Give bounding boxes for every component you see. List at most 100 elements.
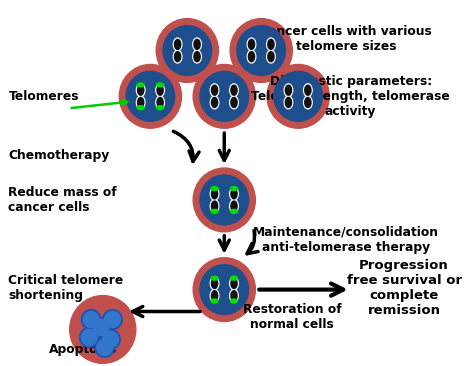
Circle shape (103, 310, 122, 329)
Text: Maintenance/consolidation
anti-telomerase therapy: Maintenance/consolidation anti-telomeras… (253, 226, 439, 254)
Ellipse shape (305, 97, 311, 108)
Ellipse shape (211, 85, 218, 95)
Text: Apoptosis: Apoptosis (49, 343, 118, 356)
Ellipse shape (211, 291, 218, 301)
Ellipse shape (230, 276, 237, 280)
Ellipse shape (174, 52, 181, 62)
Ellipse shape (248, 39, 255, 49)
Circle shape (105, 311, 120, 328)
Ellipse shape (230, 187, 237, 191)
Text: Diagnostic parameters:
Telomere length, telomerase
activity: Diagnostic parameters: Telomere length, … (251, 75, 450, 118)
Text: Chemotherapy: Chemotherapy (9, 149, 109, 162)
Circle shape (274, 71, 322, 121)
Ellipse shape (285, 85, 292, 95)
Ellipse shape (268, 52, 274, 62)
Ellipse shape (137, 96, 145, 109)
Ellipse shape (157, 85, 163, 95)
Text: Telomeres: Telomeres (9, 90, 79, 103)
Circle shape (163, 26, 211, 75)
Ellipse shape (156, 106, 164, 110)
Ellipse shape (210, 277, 219, 290)
FancyArrowPatch shape (247, 231, 258, 254)
Circle shape (230, 19, 292, 82)
Ellipse shape (211, 209, 218, 213)
Text: Progression
free survival or
complete
remission: Progression free survival or complete re… (346, 259, 462, 317)
Ellipse shape (230, 209, 237, 213)
Circle shape (80, 328, 99, 347)
Ellipse shape (193, 50, 201, 63)
Ellipse shape (285, 97, 292, 108)
Ellipse shape (231, 189, 237, 199)
Ellipse shape (210, 200, 219, 212)
Ellipse shape (210, 84, 219, 97)
Ellipse shape (231, 279, 237, 288)
Ellipse shape (230, 96, 238, 109)
Ellipse shape (211, 279, 218, 288)
Ellipse shape (137, 83, 144, 87)
Circle shape (119, 64, 182, 128)
Ellipse shape (211, 201, 218, 211)
Ellipse shape (211, 189, 218, 199)
Circle shape (193, 258, 255, 321)
Text: Cancer cells with various
telomere sizes: Cancer cells with various telomere sizes (259, 25, 432, 53)
Ellipse shape (284, 96, 293, 109)
Circle shape (103, 332, 118, 347)
Ellipse shape (137, 84, 145, 97)
Circle shape (70, 296, 136, 363)
Ellipse shape (230, 200, 238, 212)
Ellipse shape (156, 84, 164, 97)
Text: Critical telomere
shortening: Critical telomere shortening (9, 274, 124, 302)
Circle shape (95, 337, 114, 357)
Ellipse shape (211, 187, 218, 191)
Ellipse shape (210, 187, 219, 200)
Ellipse shape (231, 291, 237, 301)
Text: Restoration of
normal cells: Restoration of normal cells (243, 303, 342, 332)
Circle shape (200, 71, 248, 121)
Circle shape (82, 329, 97, 346)
Ellipse shape (304, 96, 312, 109)
Ellipse shape (173, 38, 182, 51)
Ellipse shape (268, 39, 274, 49)
Circle shape (200, 265, 248, 314)
Ellipse shape (230, 299, 237, 303)
Ellipse shape (267, 38, 275, 51)
Ellipse shape (231, 85, 237, 95)
Ellipse shape (247, 38, 256, 51)
Circle shape (193, 168, 255, 232)
FancyArrowPatch shape (173, 131, 199, 161)
Ellipse shape (211, 97, 218, 108)
Ellipse shape (304, 84, 312, 97)
Ellipse shape (156, 83, 164, 87)
Circle shape (97, 339, 112, 355)
Ellipse shape (230, 84, 238, 97)
Circle shape (83, 311, 99, 328)
Ellipse shape (230, 290, 238, 302)
Ellipse shape (231, 97, 237, 108)
Ellipse shape (156, 96, 164, 109)
Ellipse shape (247, 50, 256, 63)
Circle shape (91, 317, 110, 337)
Circle shape (156, 19, 219, 82)
Ellipse shape (248, 52, 255, 62)
Ellipse shape (194, 52, 200, 62)
Ellipse shape (211, 299, 218, 303)
Ellipse shape (230, 277, 238, 290)
Ellipse shape (305, 85, 311, 95)
Circle shape (267, 64, 329, 128)
Circle shape (101, 329, 120, 350)
Ellipse shape (284, 84, 293, 97)
Ellipse shape (173, 50, 182, 63)
Ellipse shape (230, 187, 238, 200)
Circle shape (126, 71, 175, 121)
Ellipse shape (231, 201, 237, 211)
Circle shape (200, 175, 248, 225)
Ellipse shape (211, 276, 218, 280)
Ellipse shape (174, 39, 181, 49)
Ellipse shape (267, 50, 275, 63)
Circle shape (193, 64, 255, 128)
Ellipse shape (137, 106, 144, 110)
Circle shape (82, 310, 101, 329)
Circle shape (93, 320, 109, 335)
Ellipse shape (194, 39, 200, 49)
Ellipse shape (210, 96, 219, 109)
